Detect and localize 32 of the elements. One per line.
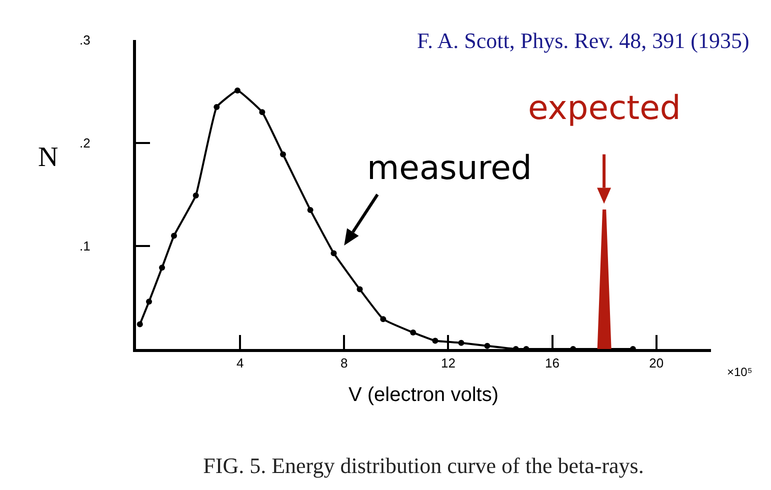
y-tick-label: .2 (80, 136, 90, 151)
point (330, 250, 337, 256)
point (307, 206, 314, 213)
annotation: expected (528, 88, 681, 127)
point (458, 340, 464, 346)
x-tick-label: 12 (440, 356, 456, 371)
y-axis-title: N (38, 142, 58, 173)
point (280, 151, 286, 158)
point (484, 342, 490, 349)
annotation: F. A. Scott, Phys. Rev. 48, 391 (1935) (417, 28, 750, 53)
x-tick-label: 4 (236, 356, 244, 371)
x-axis-title: V (electron volts) (348, 384, 499, 406)
point (159, 264, 166, 271)
x-tick-label: 20 (649, 356, 664, 371)
x-tick-label: 16 (545, 356, 560, 371)
point (214, 104, 220, 110)
point (380, 316, 386, 322)
x-tick-label: 8 (340, 356, 348, 371)
point (410, 330, 416, 336)
point (170, 232, 177, 239)
point (234, 87, 240, 94)
text: FIG. 5. Energy distribution curve of the beta-rays. (203, 452, 644, 478)
point (192, 192, 199, 199)
point (259, 109, 266, 116)
point (146, 298, 152, 305)
y-tick-label: .3 (80, 32, 90, 48)
point (136, 321, 143, 328)
text: ×10⁵ (727, 365, 752, 379)
point (356, 286, 363, 292)
point (432, 338, 438, 344)
annotation: measured (367, 148, 532, 187)
y-tick-label: .1 (80, 238, 90, 254)
